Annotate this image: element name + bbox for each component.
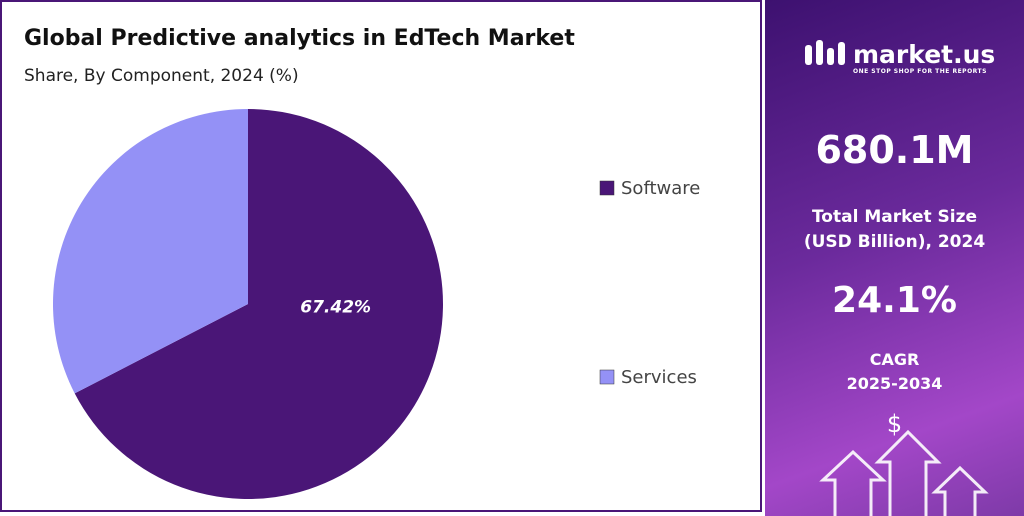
cagr-period: 2025-2034: [846, 374, 943, 393]
currency-icon: $: [886, 410, 903, 438]
chart: Global Predictive analytics in EdTech Ma…: [24, 26, 700, 499]
tagline: ONE STOP SHOP FOR THE REPORTS: [853, 68, 987, 75]
legend-label: Services: [621, 367, 697, 388]
pie-slice: [52, 109, 248, 394]
chart-title: Global Predictive analytics in EdTech Ma…: [24, 26, 575, 51]
pie-slice: [74, 109, 443, 499]
market-size-label: Total Market Size: [811, 207, 978, 227]
legend-swatch: [599, 180, 615, 196]
cagr-label: CAGR: [869, 350, 920, 369]
market-size-label: (USD Billion), 2024: [803, 232, 986, 252]
info-panel: market.us ONE STOP SHOP FOR THE REPORTS …: [765, 0, 1024, 516]
data-label: 67.42%: [300, 297, 371, 317]
decoration: [805, 40, 989, 516]
market-size: 680.1M: [815, 128, 974, 172]
legend-label: Software: [621, 178, 700, 199]
brand: market.us: [853, 40, 996, 69]
legend-swatch: [599, 369, 615, 385]
cagr-value: 24.1%: [832, 280, 957, 321]
chart-panel: Global Predictive analytics in EdTech Ma…: [0, 0, 762, 512]
chart-subtitle: Share, By Component, 2024 (%): [24, 66, 299, 86]
